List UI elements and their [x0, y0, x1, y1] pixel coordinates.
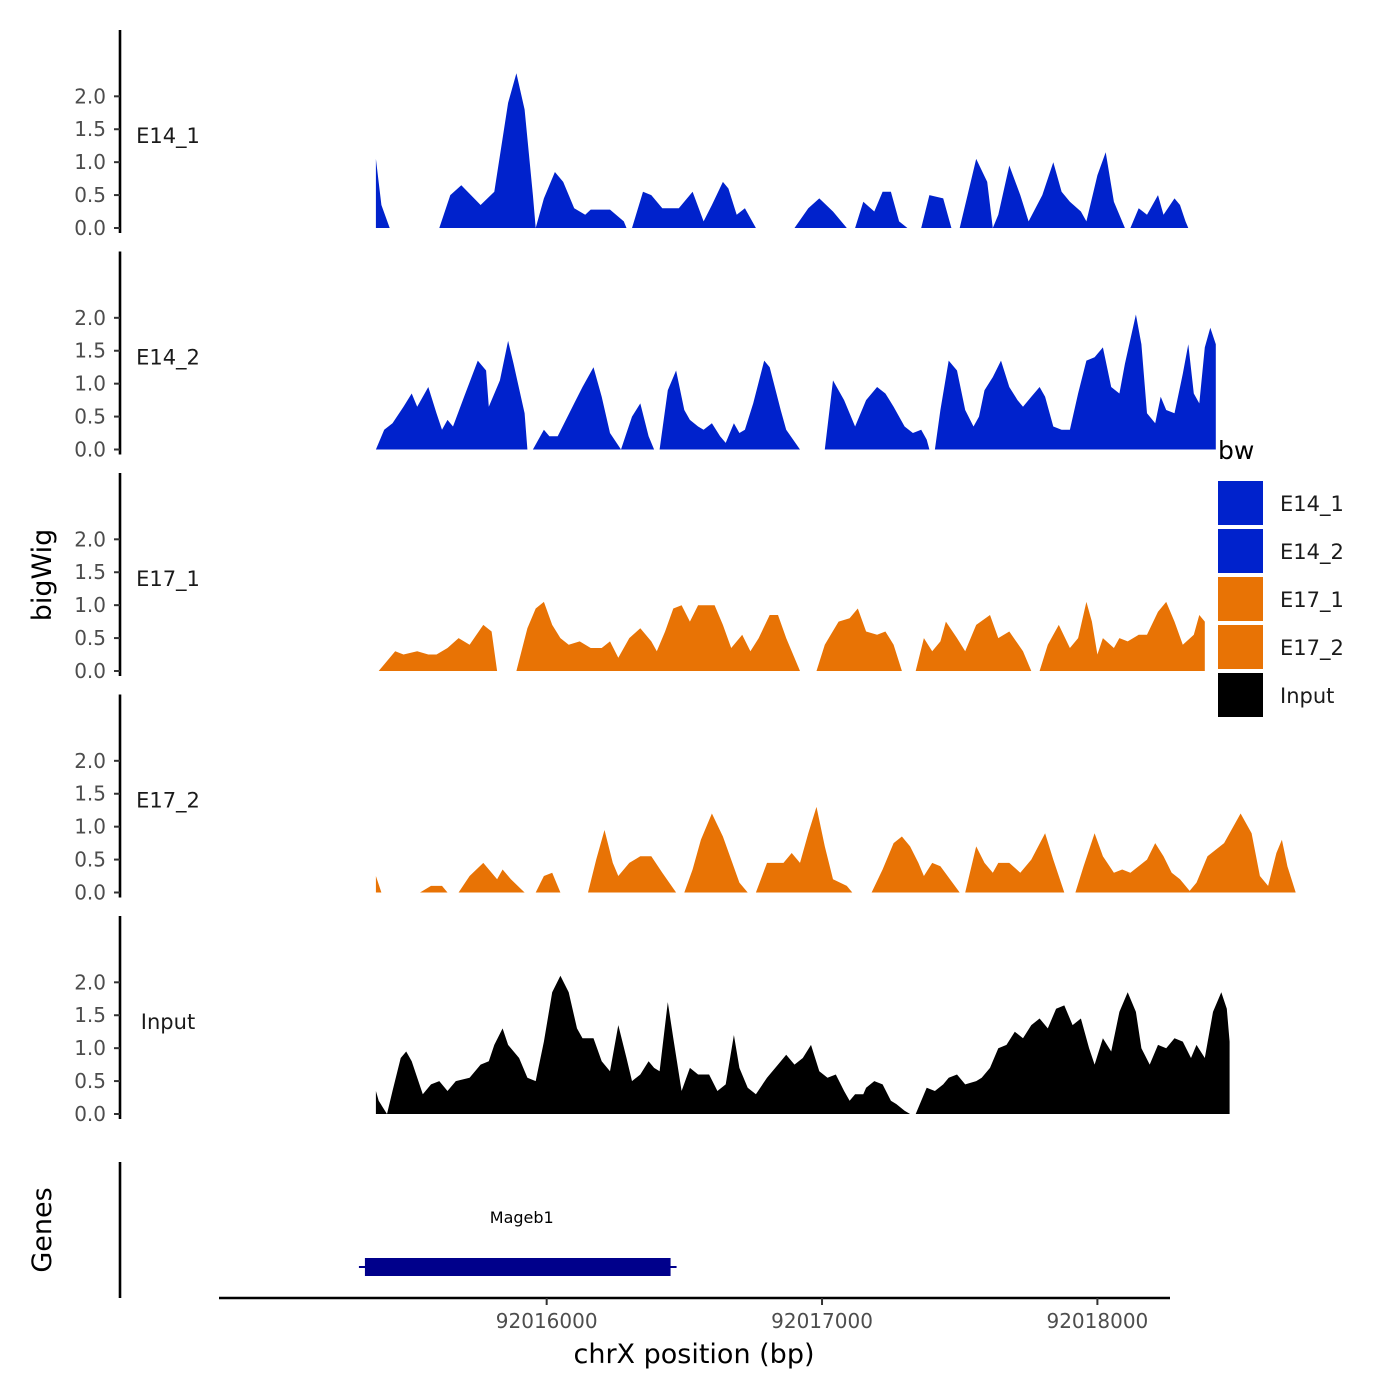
track-label: E17_2 — [136, 789, 200, 814]
track-label: E14_1 — [136, 124, 200, 149]
signal-area-input — [375, 975, 911, 1114]
track-e17-1: 0.0 0.5 1.0 1.5 2.0 E17_1 — [74, 473, 1205, 683]
track-input: 0.0 0.5 1.0 1.5 2.0 Input — [74, 916, 1230, 1126]
signal-area-e14-1 — [1130, 195, 1189, 228]
signal-area-e14-1 — [375, 158, 390, 228]
track-label: Input — [141, 1010, 195, 1034]
signal-area-e14-1 — [921, 152, 1125, 228]
y-tick-label: 0.5 — [74, 626, 106, 650]
signal-area-e14-2 — [934, 314, 1216, 450]
y-tick-label: 1.5 — [74, 560, 106, 584]
y-tick-label: 1.0 — [74, 1036, 106, 1060]
genes-panel-title: Genes — [27, 1187, 58, 1272]
x-tick-label: 92017000 — [771, 1309, 873, 1333]
y-tick-label: 0.5 — [74, 848, 106, 872]
legend-label: E14_2 — [1280, 540, 1344, 565]
signal-area-e14-2 — [375, 340, 528, 450]
y-tick-label: 0.0 — [74, 438, 106, 462]
y-axis-title: bigWig — [27, 529, 58, 622]
x-tick-label: 92016000 — [496, 1309, 598, 1333]
x-axis-title: chrX position (bp) — [573, 1339, 814, 1370]
signal-area-e17-2 — [375, 876, 382, 893]
signal-area-e17-2 — [535, 872, 561, 893]
signal-area-e17-1 — [1039, 601, 1205, 671]
legend-swatch — [1218, 529, 1263, 573]
signal-area-e17-1 — [816, 608, 902, 671]
signal-area-e17-2 — [871, 836, 960, 893]
y-tick-label: 2.0 — [74, 749, 106, 773]
signal-area-e14-2 — [659, 360, 800, 450]
signal-area-e17-1 — [378, 624, 498, 671]
y-tick-label: 2.0 — [74, 84, 106, 108]
signal-area-e17-2 — [458, 862, 525, 893]
x-tick-label: 92018000 — [1046, 1309, 1148, 1333]
signal-area-input — [915, 992, 1230, 1114]
signal-area-e17-1 — [915, 615, 1032, 671]
signal-area-e17-2 — [1075, 833, 1191, 893]
signal-area-e17-2 — [1188, 813, 1296, 893]
y-tick-label: 1.5 — [74, 1003, 106, 1027]
track-e14-1: 0.0 0.5 1.0 1.5 2.0 E14_1 — [74, 30, 1189, 240]
gene-label: Mageb1 — [490, 1208, 554, 1227]
y-tick-label: 1.0 — [74, 815, 106, 839]
y-tick-label: 2.0 — [74, 306, 106, 330]
legend-swatch — [1218, 625, 1263, 669]
track-label: E14_2 — [136, 346, 200, 371]
legend-label: E14_1 — [1280, 492, 1344, 517]
legend-swatch — [1218, 481, 1263, 525]
legend-title: bw — [1218, 436, 1254, 465]
legend-swatch — [1218, 577, 1263, 621]
y-tick-label: 1.5 — [74, 339, 106, 363]
track-e14-2: 0.0 0.5 1.0 1.5 2.0 E14_2 — [74, 251, 1216, 462]
y-tick-label: 0.0 — [74, 881, 106, 905]
y-tick-label: 0.0 — [74, 216, 106, 240]
x-axis: chrX position (bp) 92016000 92017000 92018… — [219, 1296, 1170, 1370]
signal-area-e17-2 — [420, 885, 448, 893]
legend-swatch — [1218, 673, 1263, 717]
y-tick-label: 2.0 — [74, 527, 106, 551]
signal-area-e14-1 — [794, 191, 908, 228]
signal-area-e14-2 — [824, 380, 930, 450]
legend-label: E17_1 — [1280, 588, 1344, 613]
legend-label: E17_2 — [1280, 636, 1344, 661]
signal-area-e14-2 — [532, 367, 655, 450]
y-tick-label: 0.0 — [74, 659, 106, 683]
y-tick-label: 1.5 — [74, 117, 106, 141]
legend: bw E14_1 E14_2 E17_1 E17_2 Input — [1218, 436, 1344, 717]
y-tick-label: 0.5 — [74, 1069, 106, 1093]
tracks-layer: 0.0 0.5 1.0 1.5 2.0 E14_1 0.0 0.5 1.0 1.5 2.0 E14_2… — [74, 30, 1296, 1126]
signal-area-e17-2 — [755, 806, 853, 893]
signal-area-e17-2 — [588, 830, 677, 893]
signal-area-e17-2 — [684, 813, 748, 893]
genes-panel: Genes Mageb1 — [27, 1162, 677, 1298]
y-tick-label: 1.5 — [74, 782, 106, 806]
y-tick-label: 1.0 — [74, 593, 106, 617]
y-tick-label: 0.5 — [74, 405, 106, 429]
y-tick-label: 0.0 — [74, 1102, 106, 1126]
legend-label: Input — [1280, 684, 1334, 708]
track-label: E17_1 — [136, 567, 200, 592]
signal-area-e14-1 — [439, 73, 756, 228]
track-e17-2: 0.0 0.5 1.0 1.5 2.0 E17_2 — [74, 694, 1296, 905]
y-tick-label: 1.0 — [74, 150, 106, 174]
y-tick-label: 0.5 — [74, 183, 106, 207]
signal-area-e17-1 — [516, 601, 800, 671]
y-tick-label: 2.0 — [74, 970, 106, 994]
signal-area-e17-2 — [965, 833, 1065, 893]
y-tick-label: 1.0 — [74, 372, 106, 396]
